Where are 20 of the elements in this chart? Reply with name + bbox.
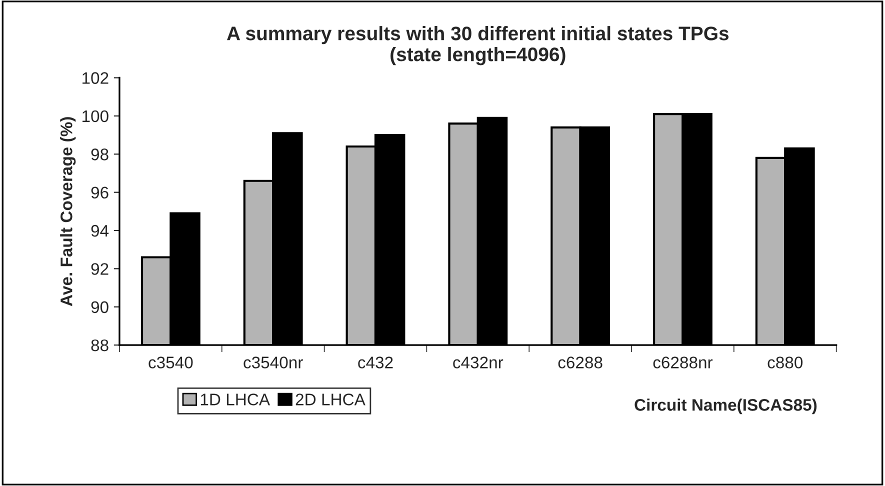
x-tick-label: c6288	[558, 356, 602, 368]
legend-label: 2D LHCA	[296, 394, 366, 406]
x-tick-label: c432nr	[453, 356, 504, 368]
y-axis-title: Ave. Fault Coverage (%)	[60, 117, 76, 306]
y-tick-label: 88	[91, 339, 108, 352]
x-tick-label: c432	[358, 356, 393, 368]
y-tick-label: 94	[91, 224, 109, 237]
x-tick-label: c3540	[148, 356, 193, 368]
y-tick-label: 102	[82, 72, 108, 84]
x-tick-label: c880	[768, 356, 803, 368]
x-tick-label: c6288nr	[653, 356, 713, 368]
legend-label: 1D LHCA	[200, 394, 270, 406]
y-tick-label: 92	[91, 263, 108, 275]
chart-title: A summary results with 30 different initial states TPGs (state length=4096)	[226, 26, 729, 66]
x-axis-title: Circuit Name(ISCAS85)	[634, 398, 817, 414]
x-tick-label: c3540nr	[244, 356, 303, 368]
y-tick-label: 98	[91, 148, 108, 160]
y-tick-label: 90	[91, 301, 108, 314]
y-tick-label: 96	[91, 186, 108, 199]
y-tick-label: 100	[82, 110, 108, 122]
